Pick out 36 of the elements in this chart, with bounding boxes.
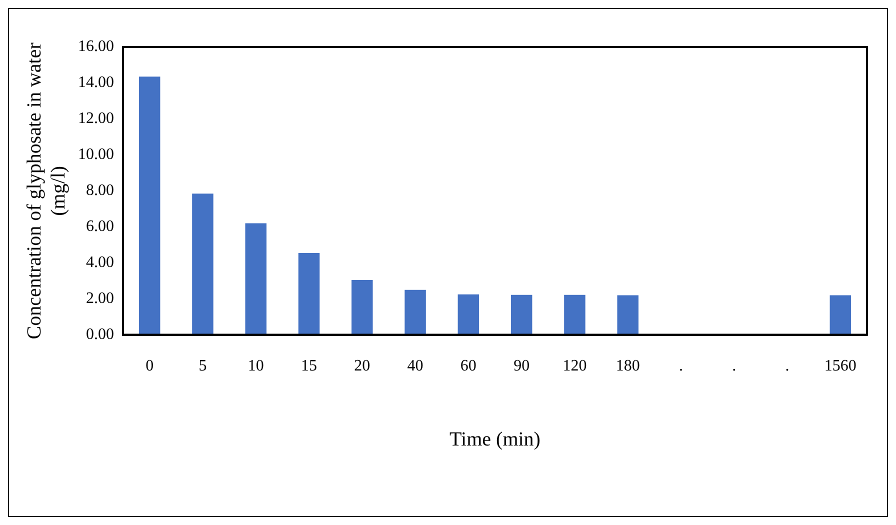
bar xyxy=(458,294,480,335)
y-axis-title: Concentration of glyphosate in water (mg/l) xyxy=(23,42,70,340)
bar xyxy=(298,252,320,335)
bar xyxy=(830,295,852,335)
y-tick-label: 10.00 xyxy=(78,146,114,164)
x-tick-label: 10 xyxy=(248,358,264,375)
x-tick-label: 20 xyxy=(354,358,370,375)
x-tick-label: 5 xyxy=(198,358,207,375)
y-tick-label: 16.00 xyxy=(78,38,114,56)
x-tick-label: . xyxy=(679,358,683,375)
x-tick-label: . xyxy=(785,358,790,375)
bar xyxy=(404,290,426,335)
x-tick-label: 180 xyxy=(616,358,640,375)
x-tick-label: 120 xyxy=(562,358,587,375)
bar xyxy=(192,194,214,335)
bar xyxy=(617,295,638,335)
x-axis-title: Time (min) xyxy=(450,428,540,450)
x-tick-label: 15 xyxy=(301,358,317,375)
x-tick-label: 0 xyxy=(146,358,154,375)
bar xyxy=(245,223,266,335)
bar xyxy=(352,280,373,335)
y-tick-label: 14.00 xyxy=(78,74,114,92)
x-tick-label: . xyxy=(732,358,736,375)
bar xyxy=(510,294,532,335)
y-tick-label: 12.00 xyxy=(78,110,114,128)
y-tick-label: 6.00 xyxy=(86,218,114,236)
x-tick-label: 90 xyxy=(514,358,530,375)
bar xyxy=(138,76,160,335)
x-tick-label: 40 xyxy=(407,358,424,375)
bar xyxy=(564,294,586,335)
y-tick-label: 4.00 xyxy=(86,254,114,272)
y-tick-label: 8.00 xyxy=(86,182,114,200)
x-tick-label: 1560 xyxy=(824,358,856,375)
x-tick-label: 60 xyxy=(460,358,476,375)
y-tick-label: 2.00 xyxy=(86,290,114,308)
y-tick-label: 0.00 xyxy=(86,326,114,344)
